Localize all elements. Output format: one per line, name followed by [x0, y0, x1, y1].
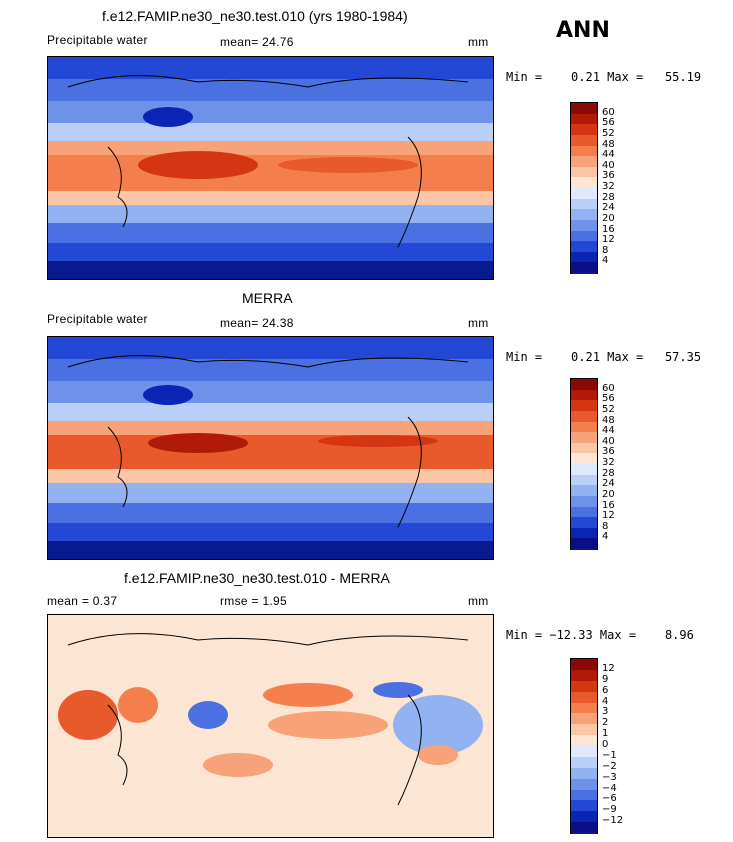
map-obs-field — [48, 337, 493, 559]
minmax-obs: Min = 0.21 Max = 57.35 — [506, 350, 702, 364]
colorbar-tick-label: 8 — [602, 520, 609, 532]
colorbar-tick-label: 52 — [602, 127, 615, 139]
colorbar-model — [570, 102, 598, 274]
units-label-diff: mm — [468, 594, 489, 608]
colorbar-tick-label: 56 — [602, 393, 615, 405]
colorbar-tick-label: −3 — [602, 771, 617, 783]
colorbar-cell — [571, 822, 597, 834]
mean-label-obs: mean= 24.38 — [220, 316, 294, 330]
colorbar-tick-label: 24 — [602, 478, 615, 490]
panel-title-model: f.e12.FAMIP.ne30_ne30.test.010 (yrs 1980… — [102, 8, 408, 24]
colorbar-tick-label: 44 — [602, 149, 615, 161]
colorbar-tick-label: 28 — [602, 467, 615, 479]
colorbar-tick-label: 60 — [602, 106, 615, 118]
minmax-model: Min = 0.21 Max = 55.19 — [506, 70, 702, 84]
minmax-diff: Min = −12.33 Max = 8.96 — [506, 628, 694, 642]
panel-title-diff: f.e12.FAMIP.ne30_ne30.test.010 - MERRA — [124, 570, 390, 586]
colorbar-tick-label: 32 — [602, 181, 615, 192]
map-model-field — [48, 57, 493, 279]
colorbar-tick-label: 4 — [602, 255, 609, 267]
colorbar-cell — [571, 262, 597, 274]
map-model — [47, 56, 494, 280]
colorbar-tick-label: 12 — [602, 234, 615, 246]
colorbar-tick-label: 60 — [602, 382, 615, 394]
colorbar-obs — [570, 378, 598, 550]
season-label: ANN — [556, 18, 610, 43]
mean-label-diff: mean = 0.37 — [47, 594, 118, 608]
variable-label-model: Precipitable water — [47, 33, 148, 47]
colorbar-tick-label: 4 — [602, 695, 609, 707]
colorbar-tick-label: 32 — [602, 457, 615, 468]
units-label-obs: mm — [468, 316, 489, 330]
rmse-label-diff: rmse = 1.95 — [220, 594, 287, 608]
colorbar-tick-label: 12 — [602, 510, 615, 522]
panel-title-obs: MERRA — [242, 290, 293, 306]
colorbar-tick-label: 20 — [602, 212, 615, 224]
colorbar-tick-label: 40 — [602, 159, 615, 171]
colorbar-tick-label: −2 — [602, 760, 617, 772]
colorbar-tick-label: −12 — [602, 815, 624, 827]
colorbar-tick-label: 3 — [602, 706, 609, 718]
colorbar-tick-label: 12 — [602, 662, 615, 674]
colorbar-tick-label: 52 — [602, 403, 615, 415]
variable-label-obs: Precipitable water — [47, 312, 148, 326]
units-label-model: mm — [468, 35, 489, 49]
colorbar-tick-label: 0 — [602, 739, 609, 750]
map-diff — [47, 614, 494, 838]
colorbar-tick-label: 36 — [602, 170, 615, 182]
colorbar-tick-label: −6 — [602, 793, 617, 805]
colorbar-tick-label: 20 — [602, 488, 615, 500]
colorbar-tick-label: 16 — [602, 499, 615, 511]
colorbar-tick-label: 36 — [602, 446, 615, 458]
colorbar-tick-label: 1 — [602, 728, 609, 740]
map-diff-field — [48, 615, 493, 837]
colorbar-tick-label: −1 — [602, 749, 617, 761]
map-obs — [47, 336, 494, 560]
colorbar-tick-label: 28 — [602, 191, 615, 203]
colorbar-diff — [570, 658, 598, 834]
colorbar-tick-label: 9 — [602, 673, 609, 685]
colorbar-tick-label: 4 — [602, 531, 609, 543]
colorbar-tick-label: −9 — [602, 804, 617, 816]
colorbar-tick-label: 48 — [602, 138, 615, 150]
mean-label-model: mean= 24.76 — [220, 35, 294, 49]
colorbar-tick-label: 2 — [602, 717, 609, 729]
colorbar-tick-label: 48 — [602, 414, 615, 426]
colorbar-cell — [571, 538, 597, 550]
colorbar-tick-label: 56 — [602, 117, 615, 129]
colorbar-tick-label: 6 — [602, 684, 609, 696]
colorbar-tick-label: −4 — [602, 782, 617, 794]
colorbar-tick-label: 44 — [602, 425, 615, 437]
colorbar-tick-label: 16 — [602, 223, 615, 235]
colorbar-tick-label: 8 — [602, 244, 609, 256]
colorbar-tick-label: 40 — [602, 435, 615, 447]
colorbar-tick-label: 24 — [602, 202, 615, 214]
